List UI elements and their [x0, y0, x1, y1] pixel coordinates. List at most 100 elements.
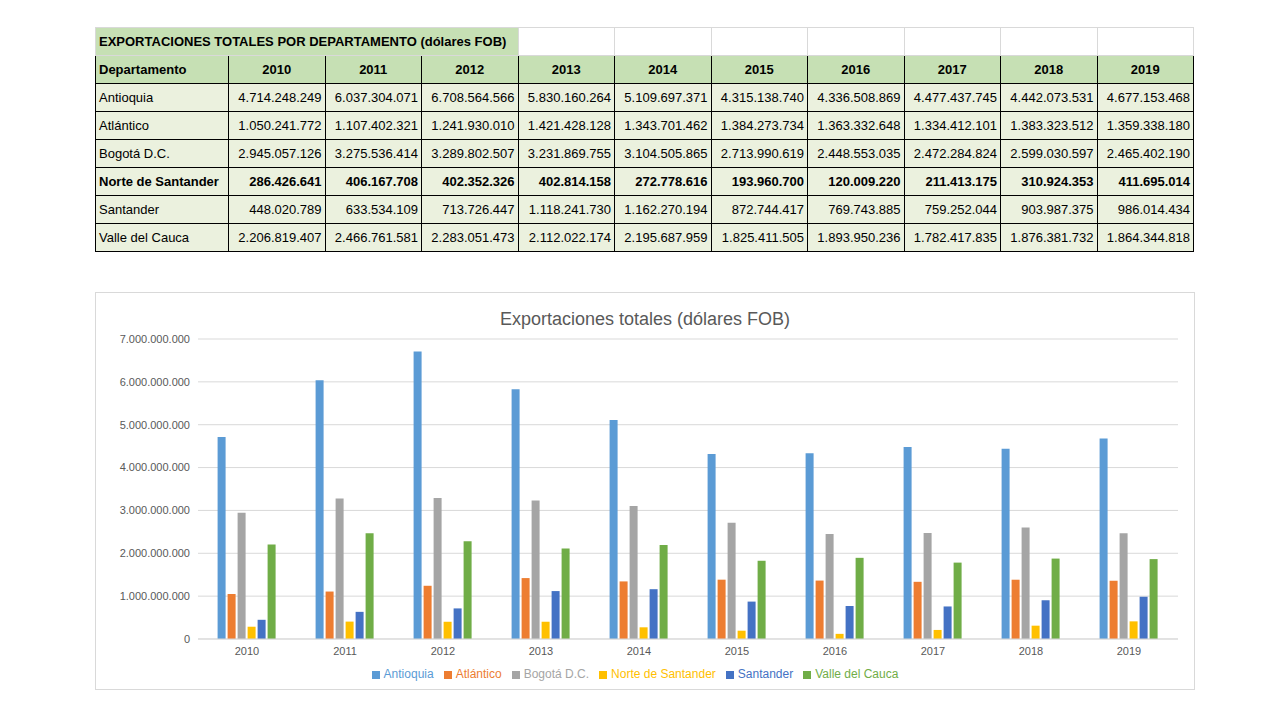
- html-text:3.275.536.414: 3.275.536.414: [334, 146, 418, 161]
- svg-text:2010: 2010: [235, 645, 259, 657]
- svg-text:2.000.000.000: 2.000.000.000: [120, 547, 190, 559]
- html-text:2012: 2012: [455, 62, 485, 77]
- html-text:1.893.950.236: 1.893.950.236: [817, 230, 901, 245]
- html-text:1.825.411.505: 1.825.411.505: [721, 230, 804, 245]
- html-text:2.945.057.126: 2.945.057.126: [238, 146, 322, 161]
- svg-text:2017: 2017: [921, 645, 945, 657]
- html-text:1.363.332.648: 1.363.332.648: [817, 118, 901, 133]
- svg-text:2015: 2015: [725, 645, 749, 657]
- html-text:1.864.344.818: 1.864.344.818: [1106, 230, 1190, 245]
- html-text:2.599.030.597: 2.599.030.597: [1010, 146, 1094, 161]
- svg-text:4.000.000.000: 4.000.000.000: [120, 461, 190, 473]
- html-text:Valle del Cauca: Valle del Cauca: [99, 230, 190, 245]
- html-text:2.195.687.959: 2.195.687.959: [624, 230, 708, 245]
- html-text:2016: 2016: [841, 62, 871, 77]
- html-text:402.814.158: 402.814.158: [538, 174, 611, 189]
- svg-text:2011: 2011: [333, 645, 357, 657]
- html-text:Bogotá D.C.: Bogotá D.C.: [523, 667, 590, 681]
- html-text:6.037.304.071: 6.037.304.071: [334, 90, 418, 105]
- svg-text:2013: 2013: [529, 645, 553, 657]
- html-text:3.231.869.755: 3.231.869.755: [527, 146, 611, 161]
- html-text:Antioquia: Antioquia: [383, 667, 434, 681]
- html-text:2.448.553.035: 2.448.553.035: [817, 146, 901, 161]
- html-text:2015: 2015: [744, 62, 774, 77]
- html-text:2013: 2013: [551, 62, 581, 77]
- html-text:406.167.708: 406.167.708: [345, 174, 418, 189]
- html-text:1.782.417.835: 1.782.417.835: [913, 230, 997, 245]
- html-text:2.283.051.473: 2.283.051.473: [431, 230, 515, 245]
- html-text:903.987.375: 903.987.375: [1021, 202, 1094, 217]
- html-text:272.778.616: 272.778.616: [635, 174, 708, 189]
- html-text:1.359.338.180: 1.359.338.180: [1106, 118, 1190, 133]
- svg-text:2018: 2018: [1019, 645, 1043, 657]
- html-text:411.695.014: 411.695.014: [1118, 174, 1190, 189]
- html-text:Atlántico: Atlántico: [99, 118, 149, 133]
- html-text:3.104.505.865: 3.104.505.865: [624, 146, 708, 161]
- html-text:Norte de Santander: Norte de Santander: [99, 174, 219, 189]
- html-text:4.336.508.869: 4.336.508.869: [817, 90, 901, 105]
- html-text:5.830.160.264: 5.830.160.264: [527, 90, 611, 105]
- svg-text:2019: 2019: [1117, 645, 1141, 657]
- html-text:3.289.802.507: 3.289.802.507: [431, 146, 515, 161]
- html-text:Atlántico: Atlántico: [455, 667, 502, 681]
- html-text:759.252.044: 759.252.044: [924, 202, 997, 217]
- svg-text:6.000.000.000: 6.000.000.000: [120, 376, 190, 388]
- html-text:2014: 2014: [648, 62, 678, 77]
- html-text:211.413.175: 211.413.175: [925, 174, 997, 189]
- html-text:2019: 2019: [1130, 62, 1160, 77]
- svg-text:5.000.000.000: 5.000.000.000: [120, 419, 190, 431]
- html-text:6.708.564.566: 6.708.564.566: [431, 90, 515, 105]
- html-text:EXPORTACIONES TOTALES POR DEPA: EXPORTACIONES TOTALES POR DEPARTAMENTO (…: [99, 34, 507, 49]
- html-text:448.020.789: 448.020.789: [249, 202, 322, 217]
- html-text:2018: 2018: [1034, 62, 1064, 77]
- html-text:1.118.241.730: 1.118.241.730: [528, 202, 611, 217]
- svg-text:0: 0: [184, 633, 190, 645]
- html-text:2.472.284.824: 2.472.284.824: [913, 146, 997, 161]
- html-text:1.241.930.010: 1.241.930.010: [431, 118, 515, 133]
- html-text:286.426.641: 286.426.641: [249, 174, 322, 189]
- html-text:633.534.109: 633.534.109: [345, 202, 418, 217]
- html-text:4.477.437.745: 4.477.437.745: [913, 90, 997, 105]
- html-text:Antioquia: Antioquia: [99, 90, 154, 105]
- html-text:1.876.381.732: 1.876.381.732: [1010, 230, 1094, 245]
- html-text:872.744.417: 872.744.417: [731, 202, 804, 217]
- html-text:Departamento: Departamento: [99, 62, 187, 77]
- html-text:2011: 2011: [359, 62, 388, 77]
- html-text:4.714.248.249: 4.714.248.249: [238, 90, 322, 105]
- html-text:713.726.447: 713.726.447: [442, 202, 515, 217]
- svg-text:2014: 2014: [627, 645, 651, 657]
- html-text:1.107.402.321: 1.107.402.321: [334, 118, 418, 133]
- html-text:1.343.701.462: 1.343.701.462: [624, 118, 708, 133]
- html-text:4.442.073.531: 4.442.073.531: [1010, 90, 1094, 105]
- html-text:2017: 2017: [937, 62, 967, 77]
- html-text:5.109.697.371: 5.109.697.371: [624, 90, 708, 105]
- html-text:120.009.220: 120.009.220: [828, 174, 901, 189]
- html-text:402.352.326: 402.352.326: [442, 174, 515, 189]
- html-text:Exportaciones totales (dólares: Exportaciones totales (dólares FOB): [499, 309, 791, 329]
- svg-text:1.000.000.000: 1.000.000.000: [120, 590, 190, 602]
- html-text:2.206.819.407: 2.206.819.407: [238, 230, 322, 245]
- html-text:1.162.270.194: 1.162.270.194: [624, 202, 708, 217]
- html-text:4.677.153.468: 4.677.153.468: [1106, 90, 1190, 105]
- svg-text:3.000.000.000: 3.000.000.000: [120, 504, 190, 516]
- html-text:Santander: Santander: [99, 202, 159, 217]
- svg-text:2012: 2012: [431, 645, 455, 657]
- html-text:2.466.761.581: 2.466.761.581: [334, 230, 418, 245]
- html-text:1.050.241.772: 1.050.241.772: [238, 118, 322, 133]
- html-text:1.384.273.734: 1.384.273.734: [720, 118, 804, 133]
- html-text:Bogotá D.C.: Bogotá D.C.: [99, 146, 170, 161]
- html-text:310.924.353: 310.924.353: [1021, 174, 1094, 189]
- html-text:2010: 2010: [262, 62, 292, 77]
- svg-text:2016: 2016: [823, 645, 847, 657]
- html-text:2.112.022.174: 2.112.022.174: [528, 230, 611, 245]
- html-text:769.743.885: 769.743.885: [828, 202, 901, 217]
- svg-text:7.000.000.000: 7.000.000.000: [120, 333, 190, 345]
- html-text:1.383.323.512: 1.383.323.512: [1010, 118, 1094, 133]
- html-text:4.315.138.740: 4.315.138.740: [720, 90, 804, 105]
- html-text:2.713.990.619: 2.713.990.619: [720, 146, 804, 161]
- html-text:1.334.412.101: 1.334.412.101: [913, 118, 997, 133]
- html-text:986.014.434: 986.014.434: [1117, 202, 1190, 217]
- html-text:2.465.402.190: 2.465.402.190: [1106, 146, 1190, 161]
- html-text:193.960.700: 193.960.700: [731, 174, 804, 189]
- html-text:1.421.428.128: 1.421.428.128: [527, 118, 611, 133]
